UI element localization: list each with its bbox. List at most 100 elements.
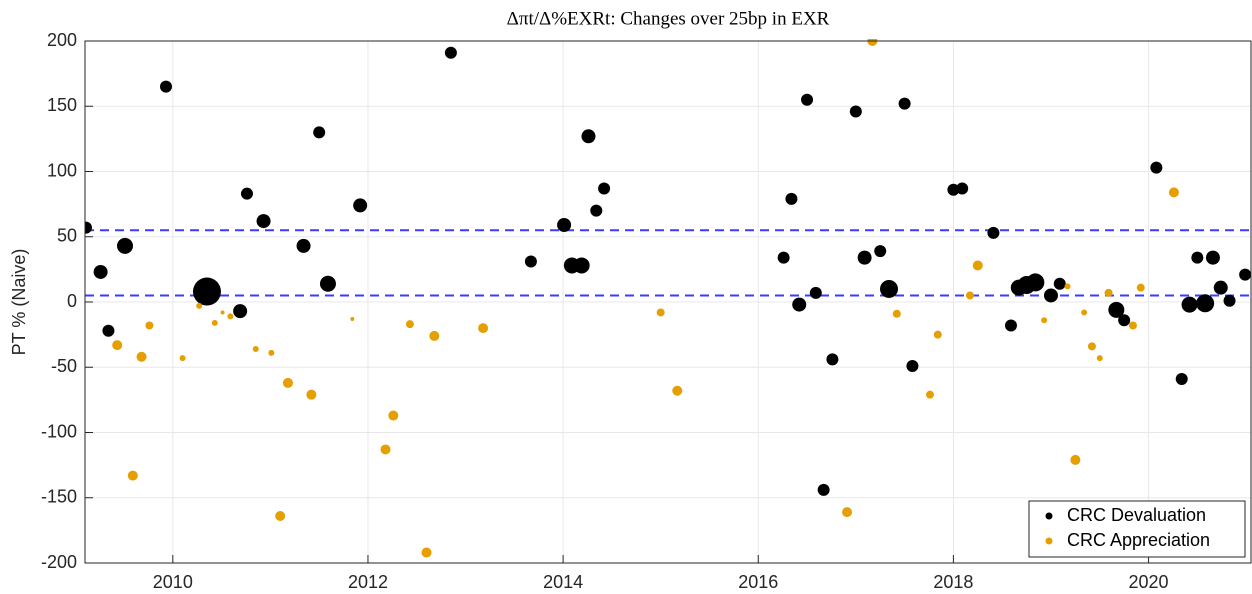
point (965, 291, 974, 300)
point (117, 237, 134, 254)
point (1004, 319, 1017, 332)
point (233, 304, 248, 319)
point (192, 277, 221, 306)
legend-marker (1045, 512, 1053, 520)
point (524, 255, 537, 268)
point (1150, 161, 1163, 174)
point (421, 547, 432, 558)
point (102, 324, 115, 337)
point (801, 93, 814, 106)
x-tick-label: 2012 (348, 572, 388, 592)
point (1043, 288, 1058, 303)
point (817, 483, 830, 496)
point (1104, 288, 1113, 297)
point (826, 353, 839, 366)
point (478, 323, 489, 334)
point (429, 330, 440, 341)
point (1205, 250, 1220, 265)
point (925, 390, 934, 399)
point (1239, 268, 1252, 281)
y-tick-label: 0 (67, 291, 77, 311)
point (672, 385, 683, 396)
point (972, 260, 983, 271)
y-tick-label: -150 (41, 487, 77, 507)
point (127, 470, 138, 481)
point (956, 182, 969, 195)
legend-box (1028, 500, 1246, 558)
point (1108, 301, 1125, 318)
point (240, 187, 253, 200)
x-tick-label: 2020 (1129, 572, 1169, 592)
point (145, 321, 154, 330)
y-tick-label: 200 (47, 30, 77, 50)
point (1118, 314, 1131, 327)
point (874, 245, 887, 258)
point (880, 279, 899, 298)
y-tick-label: 150 (47, 95, 77, 115)
point (892, 309, 901, 318)
points (85, 39, 1252, 558)
point (1081, 309, 1088, 316)
point (590, 204, 603, 217)
x-tick-label: 2014 (543, 572, 583, 592)
point (275, 511, 286, 522)
point (112, 340, 123, 351)
point (220, 310, 225, 315)
point (136, 351, 147, 362)
point (93, 264, 108, 279)
point (1041, 317, 1048, 324)
point (227, 313, 234, 320)
legend-marker (1045, 537, 1053, 545)
point (350, 316, 355, 321)
point (405, 320, 414, 329)
point (598, 182, 611, 195)
legend-label: CRC Appreciation (1067, 530, 1210, 550)
point (933, 330, 942, 339)
point (842, 507, 853, 518)
point (581, 129, 596, 144)
point (792, 297, 807, 312)
point (777, 251, 790, 264)
point (906, 359, 919, 372)
point (319, 275, 336, 292)
point (1213, 280, 1228, 295)
point (947, 183, 960, 196)
point (1070, 454, 1081, 465)
point (987, 226, 1000, 239)
point (1128, 321, 1137, 330)
y-tick-label: 100 (47, 160, 77, 180)
point (573, 257, 590, 274)
x-tick-label: 2018 (933, 572, 973, 592)
point (1064, 283, 1071, 290)
point (557, 218, 572, 233)
chart-title: Δπt/Δ%EXRt: Changes over 25bp in EXR (507, 8, 830, 29)
x-tick-label: 2016 (738, 572, 778, 592)
point (898, 97, 911, 110)
y-tick-label: 50 (57, 226, 77, 246)
point (1223, 294, 1236, 307)
point (656, 308, 665, 317)
point (1053, 277, 1066, 290)
point (85, 221, 92, 234)
point (809, 286, 822, 299)
point (1026, 273, 1045, 292)
point (179, 355, 186, 362)
legend-label: CRC Devaluation (1067, 505, 1206, 525)
point (159, 80, 172, 93)
point (1181, 296, 1198, 313)
point (196, 302, 203, 309)
point (353, 198, 368, 213)
point (1168, 187, 1179, 198)
point (1191, 251, 1204, 264)
point (1136, 283, 1145, 292)
point (857, 250, 872, 265)
point (252, 345, 259, 352)
y-tick-label: -100 (41, 421, 77, 441)
point (849, 105, 862, 118)
point (785, 192, 798, 205)
y-tick-label: -200 (41, 552, 77, 572)
point (211, 319, 218, 326)
point (1096, 355, 1103, 362)
x-tick-label: 2010 (153, 572, 193, 592)
